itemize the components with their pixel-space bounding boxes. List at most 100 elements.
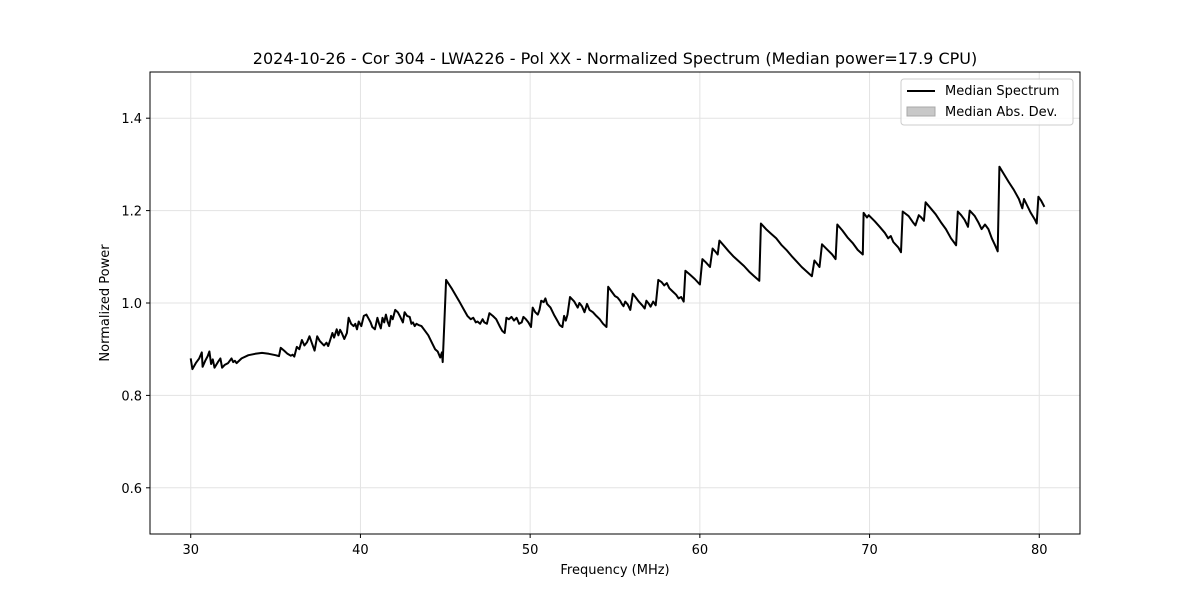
data-point — [733, 256, 734, 257]
data-point — [964, 219, 965, 220]
data-point — [341, 332, 342, 333]
data-point — [1013, 189, 1014, 190]
data-point — [728, 251, 729, 252]
y-tick-label: 1.0 — [121, 297, 142, 312]
data-point — [672, 291, 673, 292]
data-point — [655, 305, 656, 306]
data-point — [358, 321, 359, 322]
data-point — [278, 356, 279, 357]
data-point — [319, 340, 320, 341]
data-point — [898, 247, 899, 248]
data-point — [312, 343, 313, 344]
data-point — [516, 317, 517, 318]
data-point — [676, 294, 677, 295]
data-point — [1030, 212, 1031, 213]
data-point — [681, 296, 682, 297]
data-point — [233, 362, 234, 363]
data-point — [584, 312, 585, 313]
data-point — [477, 321, 478, 322]
data-point — [440, 357, 441, 358]
data-point — [956, 245, 957, 246]
data-point — [539, 309, 540, 310]
data-point — [581, 306, 582, 307]
data-point — [969, 210, 970, 211]
data-point — [222, 367, 223, 368]
data-point — [1034, 219, 1035, 220]
data-point — [513, 320, 514, 321]
data-point — [890, 235, 891, 236]
data-point — [370, 322, 371, 323]
data-point — [199, 358, 200, 359]
data-point — [1008, 181, 1009, 182]
data-point — [685, 270, 686, 271]
data-point — [190, 358, 191, 359]
x-axis-ticks: 30 40 50 60 70 80 — [182, 534, 1048, 558]
data-point — [541, 300, 542, 301]
data-point — [201, 352, 202, 353]
data-point — [1027, 205, 1028, 206]
data-point — [537, 314, 538, 315]
data-point — [814, 260, 815, 261]
y-axis-ticks: 0.6 0.8 1.0 1.2 1.4 — [121, 112, 150, 497]
data-point — [632, 293, 633, 294]
y-tick-label: 1.4 — [121, 112, 142, 127]
data-point — [400, 316, 401, 317]
data-point — [344, 338, 345, 339]
legend: Median Spectrum Median Abs. Dev. — [900, 78, 1074, 126]
data-point — [997, 251, 998, 252]
data-point — [304, 345, 305, 346]
y-tick-label: 0.8 — [121, 389, 142, 404]
data-point — [743, 265, 744, 266]
data-point — [209, 351, 210, 352]
data-point — [599, 319, 600, 320]
data-point — [356, 329, 357, 330]
data-point — [627, 304, 628, 305]
data-point — [366, 314, 367, 315]
data-point — [392, 319, 393, 320]
data-point — [683, 301, 684, 302]
data-point — [296, 346, 297, 347]
data-point — [650, 306, 651, 307]
data-point — [908, 216, 909, 217]
data-point — [918, 215, 919, 216]
plot-area — [189, 165, 1046, 371]
data-point — [299, 349, 300, 350]
data-point — [195, 363, 196, 364]
data-point — [719, 240, 720, 241]
data-point — [525, 319, 526, 320]
data-point — [382, 317, 383, 318]
legend-patch-icon — [906, 106, 936, 117]
data-point — [407, 315, 408, 316]
data-point — [699, 284, 700, 285]
data-point — [217, 362, 218, 363]
data-point — [999, 166, 1000, 167]
data-point — [346, 332, 347, 333]
legend-label-median-abs-dev: Median Abs. Dev. — [945, 105, 1057, 120]
data-point — [328, 345, 329, 346]
data-point — [874, 221, 875, 222]
data-point — [606, 326, 607, 327]
y-tick-label: 1.2 — [121, 205, 142, 220]
data-point — [925, 202, 926, 203]
data-point — [765, 229, 766, 230]
data-point — [1023, 198, 1024, 199]
data-point — [921, 217, 922, 218]
data-point — [397, 312, 398, 313]
data-point — [387, 321, 388, 322]
data-point — [791, 255, 792, 256]
data-point — [564, 315, 565, 316]
data-point — [893, 241, 894, 242]
data-point — [863, 212, 864, 213]
data-point — [334, 337, 335, 338]
legend-box — [900, 78, 1074, 126]
data-point — [458, 300, 459, 301]
data-point — [480, 323, 481, 324]
data-point — [411, 323, 412, 324]
data-point — [806, 271, 807, 272]
data-point — [961, 215, 962, 216]
data-point — [957, 211, 958, 212]
data-point — [1003, 173, 1004, 174]
data-point — [617, 297, 618, 298]
